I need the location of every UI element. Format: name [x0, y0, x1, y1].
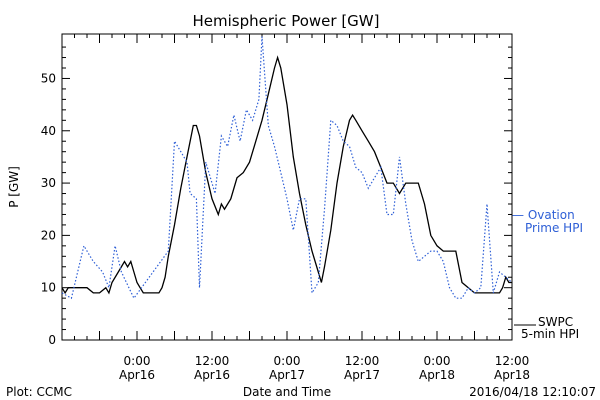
chart-title: Hemispheric Power [GW] — [193, 12, 380, 30]
x-tick-label-time: 12:00 — [195, 354, 230, 368]
x-tick-label-date: Apr18 — [494, 368, 530, 382]
y-tick-label: 20 — [41, 228, 56, 242]
ovation-prime-series-line — [61, 36, 513, 300]
x-tick-label-time: 0:00 — [274, 354, 301, 368]
legend-swpc-line1: SWPC — [538, 315, 573, 329]
x-axis-ticks: 0:00Apr1612:00Apr160:00Apr1712:00Apr170:… — [61, 34, 530, 382]
y-tick-label: 10 — [41, 281, 56, 295]
x-tick-label-date: Apr18 — [419, 368, 455, 382]
legend-ovation-line1: — Ovation — [512, 208, 575, 222]
x-tick-label-date: Apr17 — [344, 368, 380, 382]
legend-swpc-line2: 5-min HPI — [521, 327, 579, 341]
y-axis-ticks: 0 10 20 30 40 50 — [41, 46, 512, 347]
series-layer — [61, 36, 513, 300]
x-tick-label-time: 12:00 — [345, 354, 380, 368]
swpc-series-line — [61, 55, 512, 295]
y-tick-label: 30 — [41, 176, 56, 190]
x-tick-label-date: Apr16 — [119, 368, 155, 382]
y-axis-label: P [GW] — [7, 166, 21, 208]
footer-timestamp: 2016/04/18 12:10:07 — [469, 385, 596, 399]
footer-plot-credit: Plot: CCMC — [6, 385, 72, 399]
y-tick-label: 50 — [41, 71, 56, 85]
y-tick-label: 40 — [41, 124, 56, 138]
y-tick-label: 0 — [48, 333, 56, 347]
plot-frame — [61, 33, 513, 341]
x-tick-label-date: Apr17 — [269, 368, 305, 382]
x-tick-label-time: 12:00 — [495, 354, 530, 368]
x-tick-label-time: 0:00 — [124, 354, 151, 368]
legend-ovation-line2: Prime HPI — [525, 221, 583, 235]
x-tick-label-time: 0:00 — [424, 354, 451, 368]
x-axis-label: Date and Time — [243, 385, 331, 399]
x-tick-label-date: Apr16 — [194, 368, 230, 382]
